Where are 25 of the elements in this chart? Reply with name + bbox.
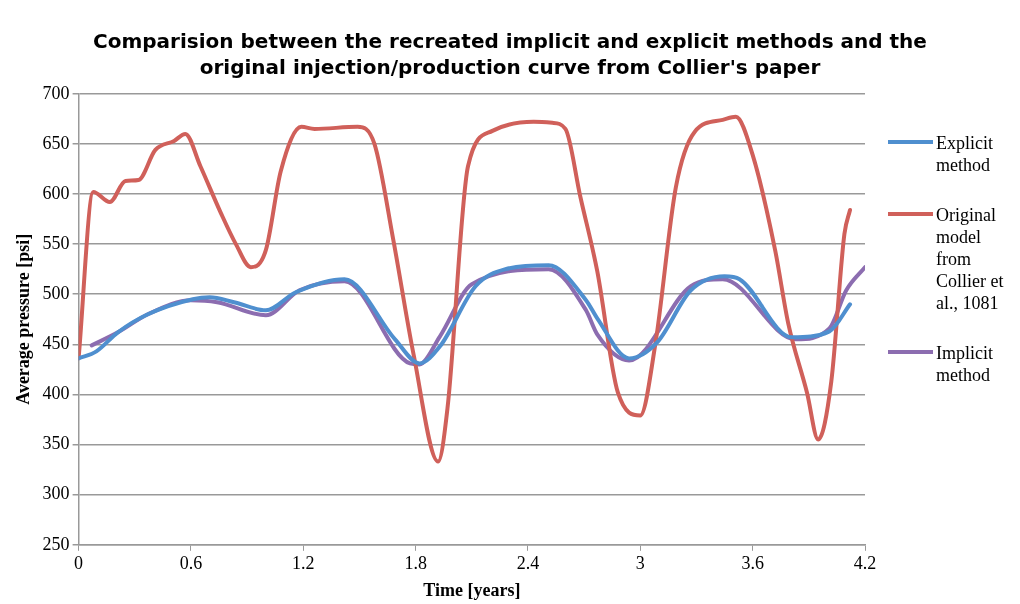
y-tick-label: 250 <box>42 533 70 554</box>
y-axis-title: Average pressure [psi] <box>13 233 34 405</box>
y-tick-label: 600 <box>42 182 70 203</box>
legend-label: Implicit method <box>936 342 994 386</box>
y-tick-label: 450 <box>42 333 70 354</box>
line-series <box>78 114 853 464</box>
x-tick-label: 3.6 <box>741 553 764 574</box>
x-tick-label: 1.8 <box>404 553 427 574</box>
chart-title: Comparision between the recreated implicit and explicit methods and the original injection/production curve from Collier's paper <box>92 28 928 80</box>
x-tick-label: 3 <box>635 553 645 574</box>
x-tick-label: 0.6 <box>179 553 203 574</box>
y-tick-label: 550 <box>42 232 70 253</box>
y-tick-label: 700 <box>42 82 70 103</box>
y-tick-label: 350 <box>42 433 70 454</box>
x-axis-title: Time [years] <box>423 579 521 600</box>
x-tick-label: 4.2 <box>853 553 877 574</box>
y-tick-label: 500 <box>42 282 70 303</box>
y-tick-label: 650 <box>42 132 70 153</box>
legend-label: Original model from Collier et al., 1081 <box>936 204 1005 314</box>
x-tick-label: 2.4 <box>516 553 540 574</box>
y-tick-label: 300 <box>42 483 70 504</box>
y-tick-label: 400 <box>42 383 70 404</box>
x-tick-label: 1.2 <box>292 553 315 574</box>
legend-label: Explicit method <box>936 132 994 176</box>
x-tick-label: 0 <box>74 553 84 574</box>
